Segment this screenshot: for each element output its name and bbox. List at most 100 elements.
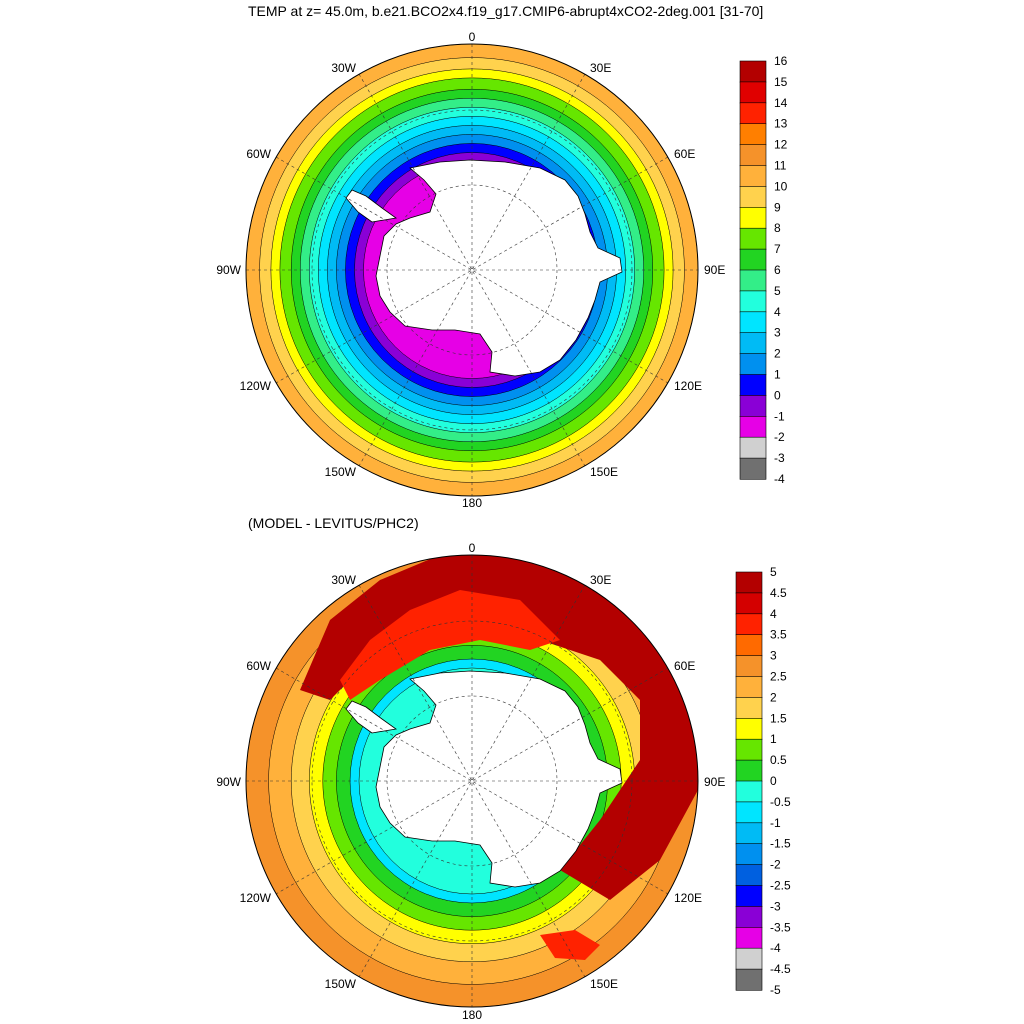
colorbar-box-1: [735, 592, 763, 615]
colorbar-tick-label-14: 2: [774, 347, 781, 361]
colorbar-box-0: [739, 60, 767, 83]
lon-label-30w: 30W: [331, 61, 356, 75]
colorbar-box-5: [735, 676, 763, 699]
main-title: TEMP at z= 45.0m, b.e21.BCO2x4.f19_g17.C…: [248, 3, 764, 19]
colorbar-box-7: [739, 207, 767, 229]
colorbar-box-2: [735, 613, 763, 636]
colorbar-tick-label-10: 0: [770, 774, 777, 788]
lon-label-30w-lower: 30W: [331, 573, 356, 587]
colorbar-tick-label-2: 4: [770, 607, 777, 621]
lon-label-150w: 150W: [325, 465, 357, 479]
colorbar-tick-label-8: 8: [774, 221, 781, 235]
lon-label-180-lower: 180: [462, 1008, 482, 1022]
colorbar-tick-label-18: -2: [774, 430, 785, 444]
colorbar-tick-label-5: 2.5: [770, 670, 787, 684]
lon-label-150e-lower: 150E: [590, 977, 618, 991]
colorbar-tick-label-11: 5: [774, 284, 781, 298]
colorbar-tick-label-1: 15: [774, 75, 788, 89]
map-boundary-lower: [245, 554, 699, 1008]
colorbar-box-4: [739, 144, 767, 167]
lon-label-90w-lower: 90W: [216, 775, 241, 789]
warm-anomaly-south-patch: [540, 930, 600, 960]
colorbar-box-6: [739, 186, 767, 208]
colorbar-tick-label-3: 3.5: [770, 628, 787, 642]
colorbar-box-0: [735, 571, 763, 594]
lon-label-90e: 90E: [704, 263, 725, 277]
colorbar-box-18: [735, 947, 763, 970]
colorbar-tick-label-11: -0.5: [770, 795, 791, 809]
colorbar-tick-label-9: 7: [774, 242, 781, 256]
colorbar-tick-label-18: -4: [770, 941, 781, 955]
colorbar-box-14: [739, 353, 767, 376]
colorbar-tick-label-15: -2.5: [770, 879, 791, 893]
lon-label-90e-lower: 90E: [704, 775, 725, 789]
colorbar-box-10: [735, 780, 763, 803]
colorbar-tick-label-2: 14: [774, 96, 788, 110]
antarctic-peninsula: [345, 189, 398, 223]
colorbar-tick-label-19: -3: [774, 451, 785, 465]
colorbar-box-11: [735, 801, 763, 824]
colorbar-tick-label-7: 9: [774, 200, 781, 214]
colorbar-tick-label-14: -2: [770, 858, 781, 872]
colorbar-box-14: [735, 864, 763, 887]
colorbar-box-3: [735, 634, 763, 657]
antarctica-landmass-lower: [375, 670, 623, 888]
colorbar-tick-label-5: 11: [774, 159, 787, 173]
colorbar-tick-label-12: 4: [774, 305, 781, 319]
colorbar-tick-label-17: -3.5: [770, 920, 791, 934]
colorbar-box-5: [739, 165, 767, 188]
lon-label-0-lower: 0: [469, 541, 476, 555]
colorbar-tick-label-6: 10: [774, 179, 788, 193]
colorbar-tick-label-20: -4: [774, 472, 785, 486]
antarctic-peninsula-lower: [345, 700, 398, 734]
colorbar-box-10: [739, 269, 767, 292]
colorbar-box-17: [735, 926, 763, 949]
colorbar-tick-label-10: 6: [774, 263, 781, 277]
colorbar-tick-label-6: 2: [770, 690, 777, 704]
lon-label-120w-lower: 120W: [240, 891, 272, 905]
colorbar-box-8: [735, 738, 763, 761]
colorbar-box-7: [735, 717, 763, 740]
colorbar-box-12: [739, 311, 767, 334]
colorbar-box-16: [739, 395, 767, 417]
colorbar-tick-label-15: 1: [774, 368, 781, 382]
lon-label-180: 180: [462, 496, 482, 510]
lon-label-150w-lower: 150W: [325, 977, 357, 991]
warm-anomaly-red: [340, 590, 560, 700]
colorbar-box-12: [735, 822, 763, 845]
colorbar-box-9: [735, 759, 763, 782]
colorbar-tick-label-7: 1.5: [770, 711, 787, 725]
colorbar-box-4: [735, 655, 763, 678]
colorbar-box-19: [739, 457, 767, 480]
colorbar-box-2: [739, 102, 767, 125]
colorbar-tick-label-13: 3: [774, 326, 781, 340]
colorbar-tick-label-1: 4.5: [770, 586, 787, 600]
graticule-lower: [246, 555, 698, 1007]
colorbar-tick-label-16: -3: [770, 899, 781, 913]
graticule: [246, 44, 698, 496]
lon-label-60e-lower: 60E: [674, 659, 695, 673]
colorbar-box-15: [735, 885, 763, 908]
colorbar-tick-label-13: -1.5: [770, 837, 791, 851]
colorbar-box-17: [739, 415, 767, 438]
colorbar-box-9: [739, 248, 767, 271]
lon-label-30e-lower: 30E: [590, 573, 611, 587]
map-boundary: [245, 43, 699, 497]
colorbar-box-1: [739, 81, 767, 104]
lon-label-120w: 120W: [240, 379, 272, 393]
colorbar-tick-label-3: 13: [774, 117, 788, 131]
colorbar-box-13: [735, 843, 763, 866]
colorbar-box-19: [735, 968, 763, 991]
colorbar-box-8: [739, 227, 767, 250]
colorbar-box-11: [739, 290, 767, 313]
colorbar-box-16: [735, 906, 763, 928]
lon-label-120e-lower: 120E: [674, 891, 702, 905]
colorbar-tick-label-19: -4.5: [770, 962, 791, 976]
colorbar-tick-label-20: -5: [770, 983, 781, 997]
longitude-labels: 0 30W 30E 60W 60E 90W 90E 120W 120E 150W…: [216, 30, 725, 510]
colorbar-tick-label-0: 16: [774, 54, 788, 68]
colorbar-tick-label-4: 12: [774, 138, 788, 152]
colorbar-box-6: [735, 697, 763, 719]
